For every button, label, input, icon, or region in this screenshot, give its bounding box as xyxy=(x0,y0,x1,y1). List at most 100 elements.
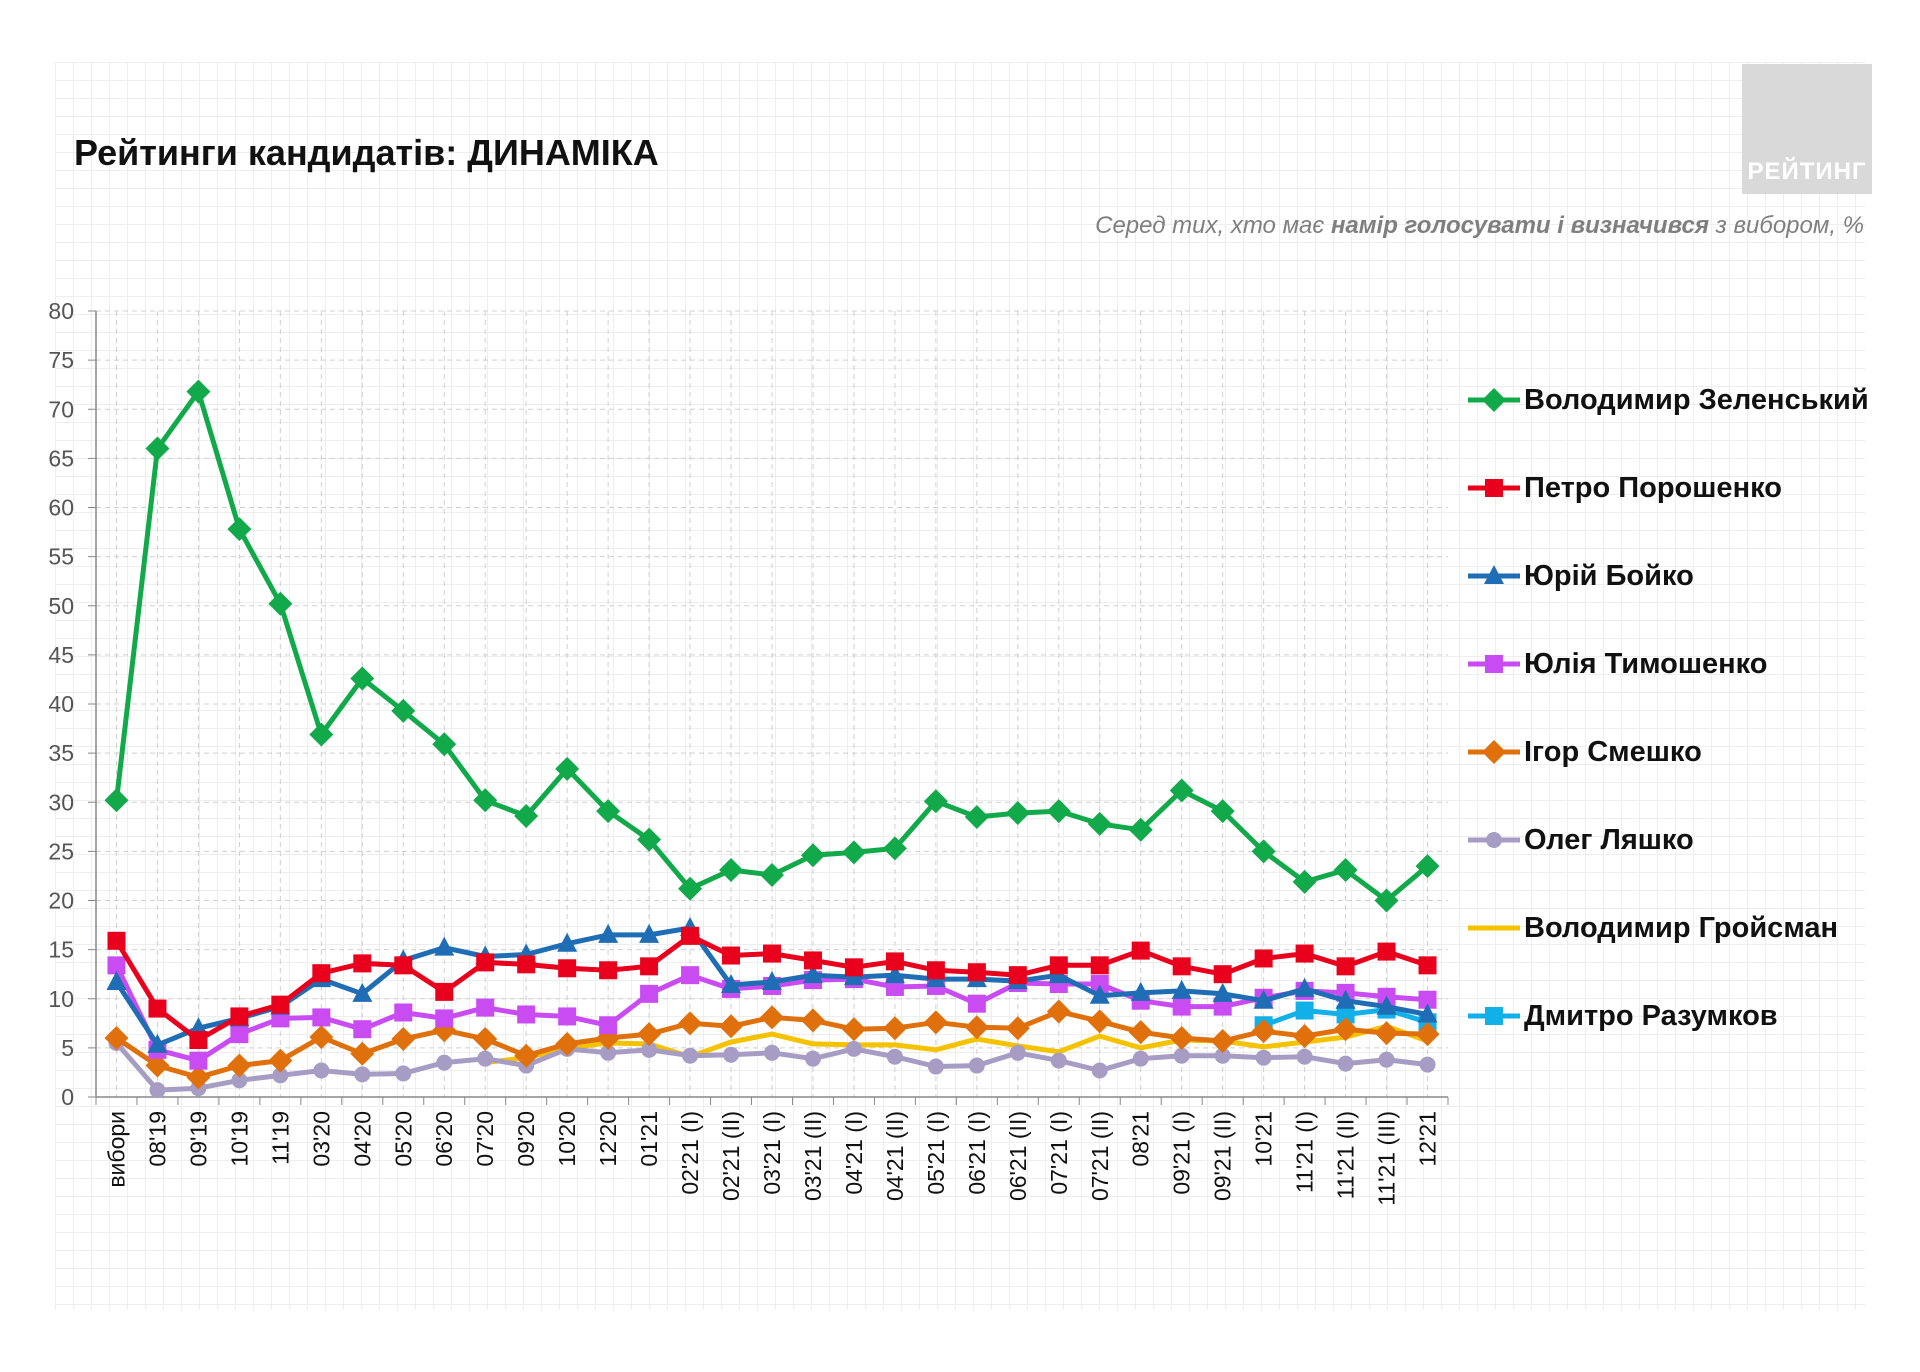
y-tick-label: 60 xyxy=(48,495,74,521)
data-point xyxy=(1378,1051,1395,1068)
data-point xyxy=(1295,944,1314,963)
legend-swatch xyxy=(1468,832,1520,848)
legend-label: Ігор Смешко xyxy=(1524,736,1702,768)
legend-item: Ігор Смешко xyxy=(1462,732,1882,820)
legend-swatch-marker xyxy=(1485,479,1503,497)
data-point xyxy=(640,957,659,976)
y-tick-label: 30 xyxy=(48,789,74,815)
data-point xyxy=(1132,1050,1149,1067)
data-point xyxy=(231,1072,248,1089)
data-point xyxy=(802,964,823,984)
data-point xyxy=(312,1008,331,1027)
data-point xyxy=(1374,1021,1399,1046)
data-point xyxy=(682,1047,699,1064)
data-point xyxy=(189,1031,208,1050)
data-point xyxy=(147,1033,168,1053)
legend-label: Юлія Тимошенко xyxy=(1524,648,1768,680)
data-point xyxy=(841,840,866,865)
data-point xyxy=(149,1082,166,1099)
data-point xyxy=(1251,839,1276,864)
data-point xyxy=(189,1051,208,1070)
data-point xyxy=(964,1015,989,1040)
data-point xyxy=(1417,1003,1438,1023)
x-tick-label: 02'21 (I) xyxy=(677,1111,703,1195)
data-point xyxy=(476,953,495,972)
legend-swatch xyxy=(1468,740,1520,764)
y-tick-label: 50 xyxy=(48,593,74,619)
y-tick-label: 80 xyxy=(48,298,74,324)
data-point xyxy=(681,926,700,945)
data-point xyxy=(1172,957,1191,976)
data-point xyxy=(926,961,945,980)
data-point xyxy=(1292,869,1317,894)
x-tick-label: 11'19 xyxy=(267,1111,293,1165)
data-point xyxy=(639,923,660,943)
data-point xyxy=(1131,941,1150,960)
data-point xyxy=(1005,801,1030,826)
data-point xyxy=(1128,1020,1153,1045)
data-point xyxy=(1087,1009,1112,1034)
data-point xyxy=(886,1048,903,1065)
data-point xyxy=(1415,1022,1440,1047)
data-point xyxy=(271,995,290,1014)
x-tick-label: 04'20 xyxy=(349,1111,375,1167)
page-title: Рейтинги кандидатів: ДИНАМІКА xyxy=(74,132,659,173)
y-tick-label: 45 xyxy=(48,642,74,668)
data-point xyxy=(1251,1019,1276,1044)
chart-legend: Володимир Зеленський Петро Порошенко Юрій … xyxy=(1462,380,1882,1084)
data-point xyxy=(145,436,170,461)
data-point xyxy=(1377,942,1396,961)
data-point xyxy=(1169,778,1194,803)
data-point xyxy=(145,1053,170,1078)
x-tick-label: 05'21 (I) xyxy=(923,1111,949,1195)
data-point xyxy=(600,1044,617,1061)
data-point xyxy=(555,756,580,781)
y-tick-label: 5 xyxy=(61,1035,74,1061)
x-tick-label: 08'21 xyxy=(1128,1111,1154,1167)
legend-swatch-marker xyxy=(1486,832,1502,848)
data-point xyxy=(968,1057,985,1074)
data-point xyxy=(395,1065,412,1082)
data-point xyxy=(1254,949,1273,968)
data-point xyxy=(637,827,662,852)
y-tick-label: 20 xyxy=(48,888,74,914)
data-point xyxy=(678,876,703,901)
data-point xyxy=(882,1016,907,1041)
data-point xyxy=(227,1053,252,1078)
data-point xyxy=(1172,997,1191,1016)
data-point xyxy=(230,1025,249,1044)
data-point xyxy=(1335,989,1356,1009)
data-point xyxy=(1212,982,1233,1002)
data-point xyxy=(517,1005,536,1024)
data-point xyxy=(1210,799,1235,824)
data-point xyxy=(352,982,373,1002)
data-point xyxy=(473,788,498,813)
data-point xyxy=(1128,817,1153,842)
data-point xyxy=(391,1027,416,1052)
legend-swatch xyxy=(1468,1007,1520,1025)
series-layer xyxy=(104,379,1440,1099)
data-point xyxy=(845,1040,862,1057)
data-point xyxy=(106,971,127,991)
data-point xyxy=(1418,990,1437,1009)
series-1 xyxy=(107,926,1437,1050)
data-point xyxy=(1333,858,1358,883)
data-point xyxy=(885,952,904,971)
series-line xyxy=(482,1023,1430,1066)
data-point xyxy=(599,961,618,980)
data-point xyxy=(104,1026,129,1051)
data-point xyxy=(1415,854,1440,879)
legend-item: Володимир Зеленський xyxy=(1462,380,1882,468)
data-point xyxy=(884,964,905,984)
x-tick-label: 03'21 (I) xyxy=(759,1111,785,1195)
data-point xyxy=(764,1044,780,1061)
data-point xyxy=(1091,1062,1108,1079)
data-point xyxy=(1210,1028,1235,1053)
data-point xyxy=(394,1003,413,1022)
x-tick-label: 10'21 xyxy=(1251,1111,1277,1167)
y-tick-label: 65 xyxy=(48,445,74,471)
data-point xyxy=(1296,1048,1313,1065)
legend-item: Юрій Бойко xyxy=(1462,556,1882,644)
series-6 xyxy=(482,1023,1430,1066)
data-point xyxy=(394,956,413,975)
